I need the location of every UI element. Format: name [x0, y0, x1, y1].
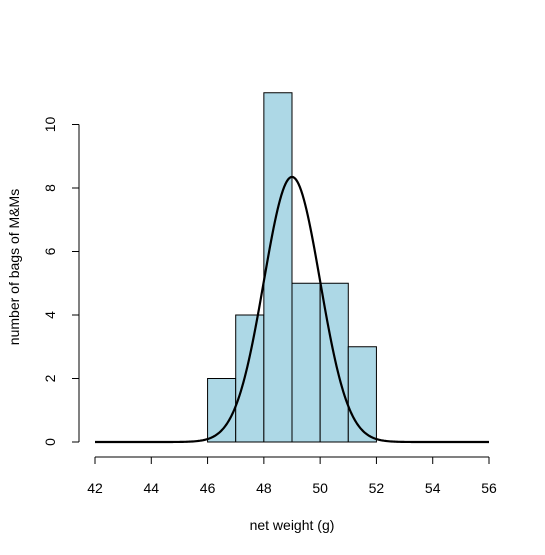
x-axis: 42 44 46 48 50 52 54 56 [87, 456, 497, 496]
y-tick-label: 4 [42, 311, 58, 319]
x-tick-label: 52 [369, 480, 385, 496]
histogram-bars [207, 92, 377, 443]
y-axis-label: number of bags of M&Ms [6, 189, 22, 345]
x-tick-label: 48 [256, 480, 272, 496]
histogram-bar-3 [263, 92, 293, 443]
x-tick-label: 42 [87, 480, 103, 496]
y-axis: 0 2 4 6 8 10 [42, 117, 80, 446]
y-tick-label: 10 [42, 117, 58, 133]
x-tick-label: 50 [312, 480, 328, 496]
y-tick-label: 0 [42, 438, 58, 446]
x-tick-label: 44 [143, 480, 159, 496]
histogram-bar-2 [235, 314, 265, 443]
histogram-bar-1 [207, 378, 237, 443]
normal-curve [95, 175, 489, 444]
x-tick-label: 46 [200, 480, 216, 496]
y-tick-label: 2 [42, 374, 58, 382]
histogram-bar-4 [291, 282, 321, 443]
x-tick-label: 56 [481, 480, 497, 496]
histogram-bar-6 [347, 346, 377, 443]
x-tick-label: 54 [425, 480, 441, 496]
y-tick-label: 8 [42, 184, 58, 192]
x-axis-label: net weight (g) [250, 517, 335, 533]
y-tick-label: 6 [42, 247, 58, 255]
